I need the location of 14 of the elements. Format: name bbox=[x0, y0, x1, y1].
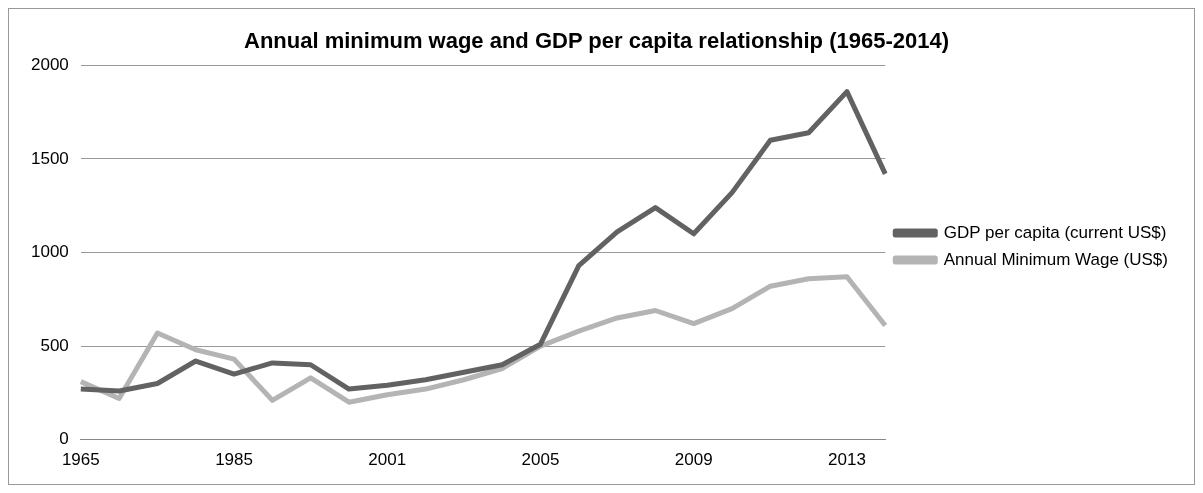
x-tick-label: 1985 bbox=[215, 450, 253, 470]
legend-label: GDP per capita (current US$) bbox=[943, 222, 1167, 242]
legend-label: Annual Minimum Wage (US$) bbox=[943, 249, 1168, 269]
y-tick-label: 1000 bbox=[30, 242, 69, 262]
x-tick-label: 2005 bbox=[521, 450, 560, 470]
y-tick-label: 1500 bbox=[30, 148, 69, 168]
x-tick-label: 2013 bbox=[828, 450, 866, 470]
x-tick-label: 2001 bbox=[368, 450, 407, 470]
y-tick-label: 0 bbox=[59, 429, 69, 449]
x-tick-label: 1965 bbox=[61, 450, 100, 470]
x-tick-label: 2009 bbox=[674, 450, 713, 470]
y-tick-label: 500 bbox=[40, 335, 69, 355]
y-tick-label: 2000 bbox=[30, 55, 69, 75]
chart-title: Annual minimum wage and GDP per capita relationship (1965-2014) bbox=[243, 28, 950, 54]
